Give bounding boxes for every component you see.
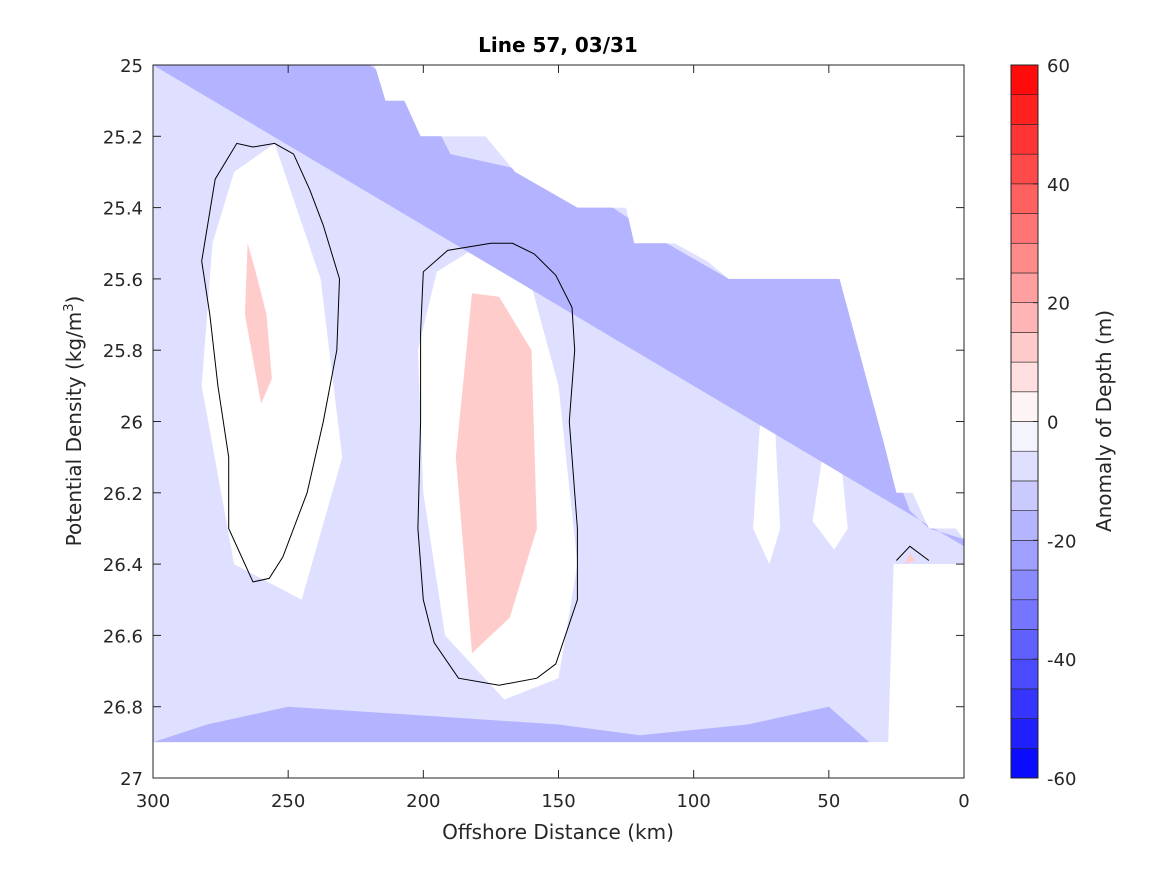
colorbar-tick-label: 20 [1047,294,1070,315]
x-tick-label: 300 [136,791,170,812]
x-tick-label: 100 [676,791,710,812]
y-axis-label: Potential Density (kg/m3) [62,296,86,547]
colorbar-band [1010,599,1039,630]
x-tick-label: 0 [958,791,969,812]
colorbar-label: Anomaly of Depth (m) [1092,310,1116,532]
colorbar-band [1010,718,1039,749]
colorbar-tick-label: -40 [1047,650,1076,671]
colorbar-band [1010,124,1039,155]
y-tick-label: 26.6 [103,626,143,647]
colorbar-band [1010,64,1039,96]
contour-fill-peak-6 [904,553,916,565]
y-axis-label-tail: ) [62,296,86,304]
colorbar-band [1010,272,1039,303]
x-tick-label: 200 [406,791,440,812]
colorbar-band [1010,153,1039,185]
contour-fill-weak-positive-3 [812,450,848,550]
x-tick-label: 150 [541,791,575,812]
contour-fill-peak-5 [455,293,537,654]
y-axis-ticks: 25 25.2 25.4 25.6 25.8 26 26.2 26.4 26.6 26.8 27 [103,56,964,790]
colorbar-band [1010,213,1039,244]
zero-contour-lines [201,142,930,686]
y-axis-label-sup: 3 [62,303,77,311]
plot-area [153,65,964,778]
y-tick-label: 25.6 [103,270,143,291]
y-tick-label: 26.8 [103,698,143,719]
colorbar-ticks: 60 40 20 0 -20 -40 -60 [1033,56,1076,790]
colorbar-band [1010,510,1039,541]
zero-contour-1 [417,242,578,686]
x-axis-label: Offshore Distance (km) [442,820,674,844]
colorbar-tick-label: 0 [1047,413,1058,434]
y-tick-label: 25.8 [103,341,143,362]
x-tick-label: 250 [271,791,305,812]
colorbar-band [1010,242,1039,274]
contour-fill-negative-core-7 [153,65,964,547]
y-tick-label: 26.2 [103,484,143,505]
colorbar-band [1010,569,1039,601]
colorbar-band [1010,332,1039,363]
colorbar-tick-label: -20 [1047,531,1076,552]
chart-title: Line 57, 03/31 [478,33,638,57]
colorbar-band [1010,747,1039,779]
y-tick-label: 26.4 [103,555,143,576]
colorbar-band [1010,480,1039,511]
colorbar-band [1010,183,1039,214]
contour-fill-field [153,65,964,743]
colorbar-tick-label: 40 [1047,175,1070,196]
colorbar-band [1010,658,1039,690]
colorbar-band [1010,361,1039,393]
colorbar-band [1010,688,1039,719]
colorbar-band [1010,391,1039,422]
y-tick-label: 25.4 [103,199,143,220]
contour-fill-positive-core-0 [201,143,343,600]
colorbar-tick-label: -60 [1047,769,1076,790]
zero-contour-0 [201,142,341,583]
contour-fill-peak-4 [244,243,272,404]
colorbar-band [1010,629,1039,660]
colorbar-tick-label: 60 [1047,56,1070,77]
x-tick-label: 50 [817,791,840,812]
zero-contour-2 [896,545,930,561]
y-tick-label: 26 [120,413,143,434]
colorbar-band [1010,302,1039,333]
contour-fill-weak-positive-2 [753,403,781,565]
y-tick-label: 25 [120,56,143,77]
colorbar-band [1010,450,1039,482]
y-axis-label-main: Potential Density (kg/m [62,312,86,547]
y-tick-label: 27 [120,769,143,790]
y-tick-label: 25.2 [103,127,143,148]
contour-fill-negative-core-8 [153,706,870,743]
colorbar-band [1010,540,1039,571]
x-axis-ticks: 300 250 200 150 100 50 0 [136,65,970,812]
colorbar-band [1010,94,1039,125]
colorbar-band [1010,421,1039,452]
colorbar [1010,64,1039,779]
